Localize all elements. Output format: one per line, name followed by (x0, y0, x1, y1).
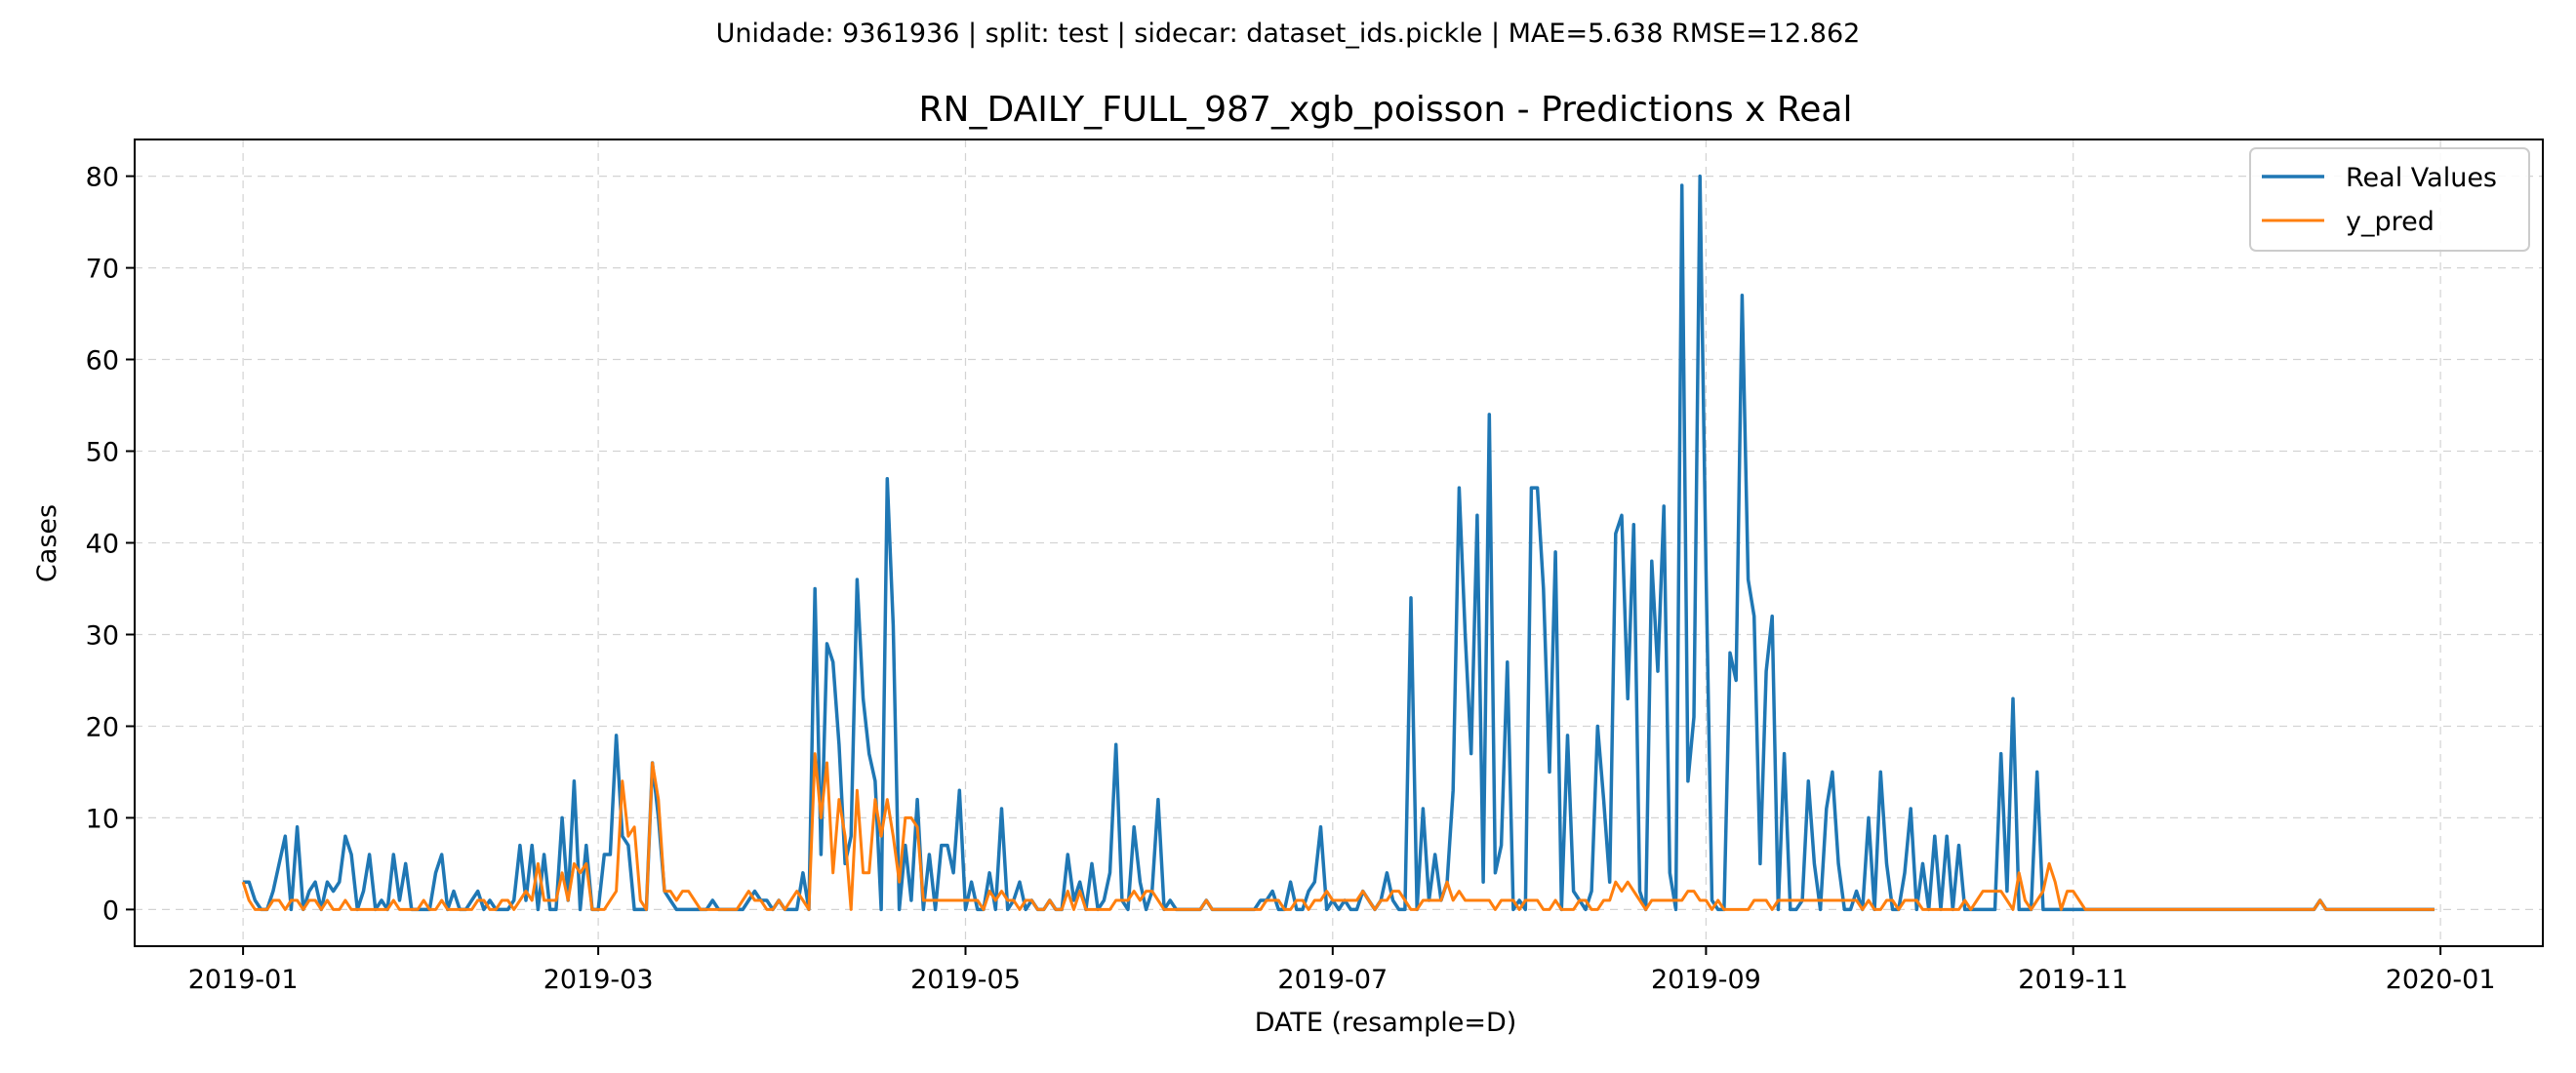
x-tick-label: 2019-03 (543, 965, 654, 995)
grid (135, 139, 2543, 946)
y-tick-label: 80 (86, 163, 119, 193)
y-tick-label: 10 (86, 804, 119, 834)
y-axis-label: Cases (32, 504, 62, 582)
x-tick-label: 2019-05 (910, 965, 1021, 995)
y-tick-label: 60 (86, 346, 119, 377)
x-tick-label: 2019-01 (188, 965, 299, 995)
x-tick-label: 2020-01 (2386, 965, 2496, 995)
legend: Real Values y_pred (2249, 147, 2530, 252)
series-line-real-values (243, 174, 2435, 912)
y-tick-label: 50 (86, 438, 119, 468)
y-tick-label: 0 (102, 895, 119, 926)
y-tick-label: 40 (86, 530, 119, 560)
y-tick-label: 70 (86, 255, 119, 285)
series-line-y-pred (241, 752, 2435, 911)
chart-title: RN_DAILY_FULL_987_xgb_poisson - Predicti… (919, 90, 1853, 130)
legend-label-y-pred: y_pred (2346, 207, 2435, 237)
legend-frame (2249, 147, 2530, 252)
series-layer (241, 174, 2435, 912)
x-tick-label: 2019-07 (1277, 965, 1388, 995)
y-axis-ticks: 0 10 20 30 40 50 60 70 80 (86, 163, 135, 926)
legend-label-real-values: Real Values (2346, 163, 2497, 193)
y-tick-label: 20 (86, 713, 119, 743)
x-tick-label: 2019-11 (2018, 965, 2128, 995)
x-axis-label: DATE (resample=D) (1255, 1008, 1517, 1038)
x-tick-label: 2019-09 (1651, 965, 1761, 995)
figure-suptitle: Unidade: 9361936 | split: test | sidecar… (716, 19, 1861, 49)
y-tick-label: 30 (86, 621, 119, 652)
x-axis-ticks: 2019-01 2019-03 2019-05 2019-07 2019-09 2019-… (188, 946, 2496, 995)
